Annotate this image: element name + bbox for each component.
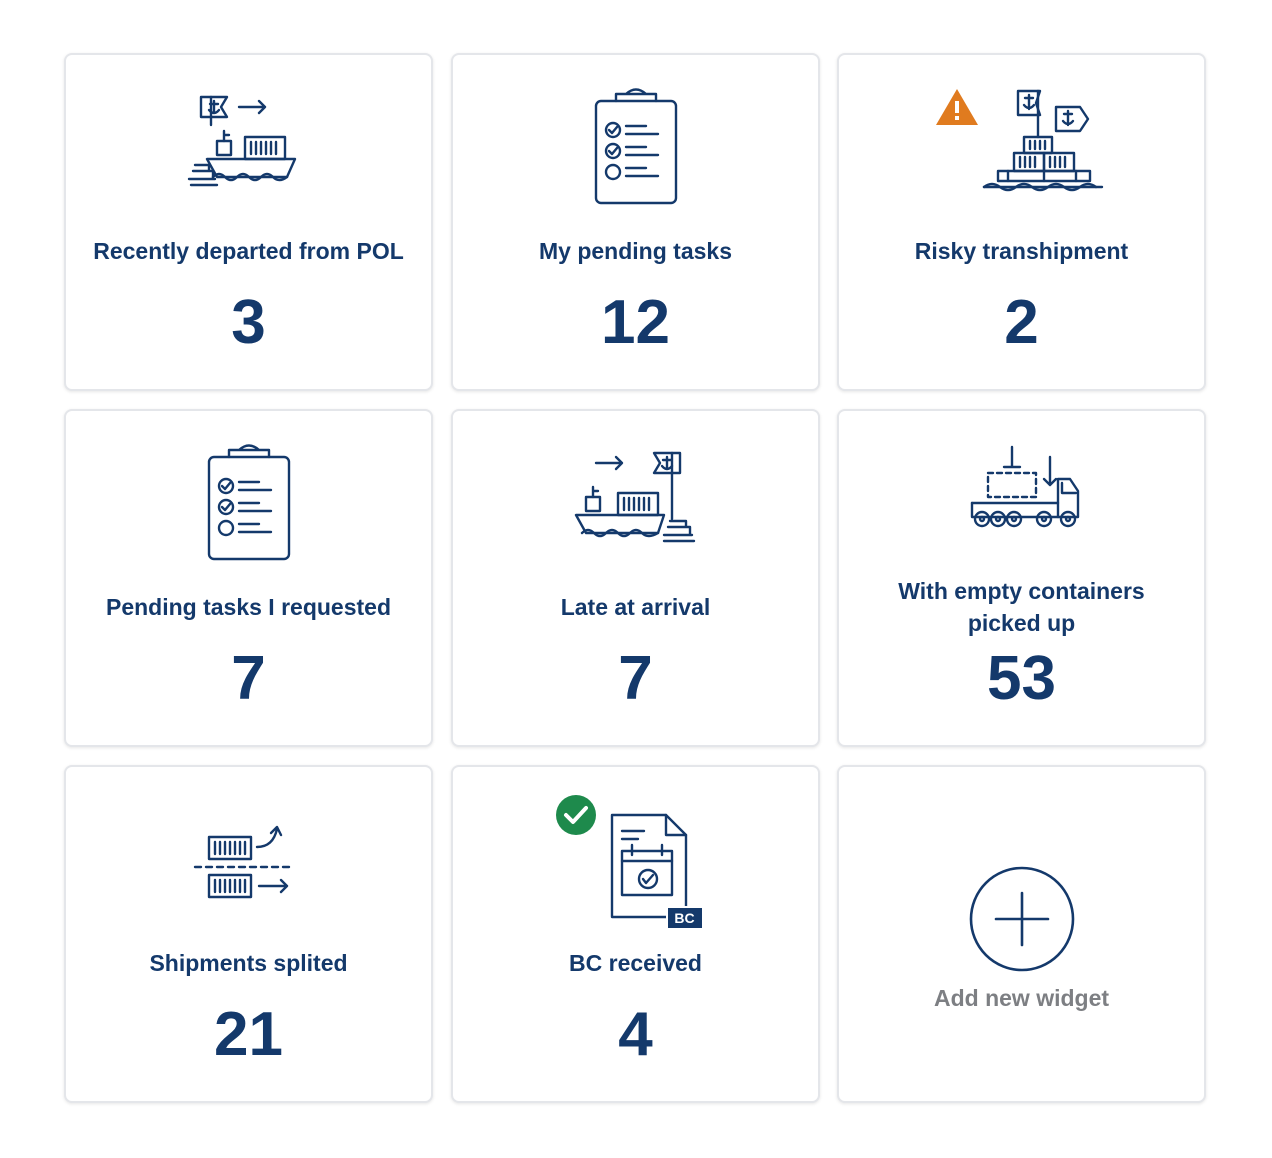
clipboard-tasks-icon bbox=[179, 441, 319, 571]
widget-value: 2 bbox=[1004, 288, 1039, 357]
widget-value: 7 bbox=[231, 644, 266, 713]
widget-title: My pending tasks bbox=[539, 238, 732, 264]
clipboard-tasks-icon bbox=[566, 85, 706, 215]
add-widget-label: Add new widget bbox=[933, 985, 1110, 1011]
check-circle-icon bbox=[555, 795, 596, 835]
add-widget-card[interactable]: Add new widget bbox=[837, 765, 1206, 1103]
widget-my-pending-tasks[interactable]: My pending tasks 12 bbox=[451, 53, 820, 391]
widget-value: 21 bbox=[214, 1000, 283, 1069]
warning-icon bbox=[935, 89, 978, 125]
widget-title-line: With empty containers bbox=[898, 578, 1145, 604]
widget-title: BC received bbox=[569, 950, 702, 976]
widget-late-at-arrival[interactable]: Late at arrival 7 bbox=[451, 409, 820, 747]
booking-confirmation-icon: BC bbox=[555, 795, 706, 930]
widget-value: 53 bbox=[987, 644, 1056, 713]
widget-title: Pending tasks I requested bbox=[105, 594, 392, 620]
widget-value: 7 bbox=[618, 644, 653, 713]
container-split-icon bbox=[179, 797, 319, 927]
truck-container-icon bbox=[952, 437, 1092, 567]
widget-value: 4 bbox=[618, 1000, 653, 1069]
ship-departure-icon bbox=[179, 85, 319, 215]
transhipment-warning-icon bbox=[935, 85, 1103, 215]
widget-title: Risky transhipment bbox=[914, 238, 1129, 264]
widget-shipments-splited[interactable]: Shipments splited 21 bbox=[64, 765, 433, 1103]
bc-badge: BC bbox=[665, 906, 704, 930]
widget-value: 3 bbox=[231, 288, 266, 357]
bc-badge-text: BC bbox=[674, 910, 695, 926]
widget-title: Recently departed from POL bbox=[93, 238, 404, 264]
widget-title: Shipments splited bbox=[149, 950, 348, 976]
widget-title: With empty containers picked up bbox=[859, 575, 1184, 639]
ship-arrival-icon bbox=[566, 441, 706, 571]
widget-title-line: picked up bbox=[967, 610, 1076, 636]
widget-bc-received[interactable]: BC BC received 4 bbox=[451, 765, 820, 1103]
widget-empty-containers[interactable]: With empty containers picked up 53 bbox=[837, 409, 1206, 747]
plus-circle-icon[interactable] bbox=[968, 865, 1076, 973]
widget-recently-departed[interactable]: Recently departed from POL 3 bbox=[64, 53, 433, 391]
widget-pending-tasks-requested[interactable]: Pending tasks I requested 7 bbox=[64, 409, 433, 747]
widget-risky-transhipment[interactable]: Risky transhipment 2 bbox=[837, 53, 1206, 391]
widget-value: 12 bbox=[601, 288, 670, 357]
widget-title: Late at arrival bbox=[560, 594, 711, 620]
